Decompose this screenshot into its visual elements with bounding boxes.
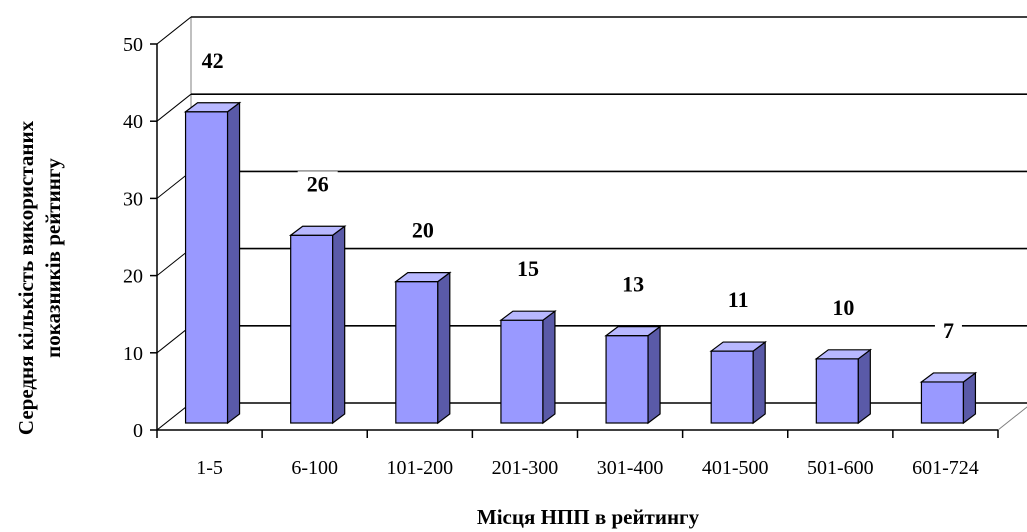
bar-top xyxy=(288,225,347,236)
x-tick-label: 401-500 xyxy=(702,457,769,479)
bar-top xyxy=(709,341,767,352)
bar-201-300 xyxy=(499,310,557,425)
bar-side xyxy=(752,340,766,425)
back-wall-top xyxy=(156,16,1027,45)
x-tick-label: 101-200 xyxy=(386,457,453,479)
x-tick-label: 1-5 xyxy=(196,457,223,479)
bar-side xyxy=(542,310,556,425)
bar xyxy=(395,281,439,424)
data-label-bg xyxy=(297,171,338,200)
data-label: 26 xyxy=(307,171,329,196)
data-label-bg xyxy=(613,271,654,300)
y-tick-label: 20 xyxy=(123,266,143,288)
bar-6-100 xyxy=(288,225,347,425)
data-label: 7 xyxy=(943,318,954,343)
y-axis-title-line2: показників рейтингу xyxy=(41,158,65,358)
y-tick-label: 50 xyxy=(123,34,143,56)
bar-side xyxy=(647,325,661,425)
bar xyxy=(815,358,859,424)
bar-top xyxy=(814,349,873,360)
gridline-side-40 xyxy=(156,93,192,122)
bar-top xyxy=(604,326,662,337)
data-label-bg xyxy=(507,256,548,285)
data-label-bg xyxy=(192,47,233,76)
y-axis-title-line1: Середня кількість використаних xyxy=(14,120,38,435)
gridlines xyxy=(156,16,1027,431)
y-tick-label: 0 xyxy=(133,420,143,442)
data-label: 10 xyxy=(832,295,854,320)
bar-side xyxy=(437,271,451,425)
bar-top xyxy=(183,102,242,113)
bar-side xyxy=(857,348,871,425)
bar xyxy=(710,350,754,424)
bar-top xyxy=(919,372,978,383)
bar-101-200 xyxy=(394,271,452,425)
y-tick-label: 30 xyxy=(123,188,143,210)
bar xyxy=(605,335,649,424)
x-tick-label: 601-724 xyxy=(912,457,979,479)
x-tick-label: 301-400 xyxy=(597,457,664,479)
data-label: 13 xyxy=(622,272,644,297)
data-labels: 42 26 20 15 13 11 10 7 xyxy=(192,47,962,346)
bar-601-724 xyxy=(919,371,978,425)
x-tick-label: 201-300 xyxy=(492,457,559,479)
bar xyxy=(500,319,544,424)
bar xyxy=(290,234,334,424)
bar-301-400 xyxy=(604,325,662,425)
x-tick-label: 501-600 xyxy=(807,457,874,479)
bar-side xyxy=(332,225,346,425)
y-tick-label: 10 xyxy=(123,343,143,365)
bar-top xyxy=(499,310,557,321)
bar xyxy=(920,381,965,424)
bar-1-5 xyxy=(183,101,242,425)
bar-501-600 xyxy=(814,348,873,425)
floor xyxy=(155,402,1027,431)
data-label-bg xyxy=(934,317,962,346)
chart-walls xyxy=(155,16,1027,431)
x-tick-label: 6-100 xyxy=(291,457,338,479)
y-tick-label: 40 xyxy=(123,111,143,133)
bar-side xyxy=(226,101,241,425)
tick-labels: 0 10 20 30 40 50 1-5 6-100 101-200 201-300 301-400… xyxy=(123,34,979,479)
bar-401-500 xyxy=(709,340,767,425)
data-label-bg xyxy=(718,287,759,316)
gridline-side-50 xyxy=(156,16,192,45)
axes xyxy=(150,43,999,438)
data-label: 42 xyxy=(202,48,224,73)
x-axis-title: Місця НПП в рейтингу xyxy=(477,505,700,529)
bar xyxy=(184,111,229,424)
bars xyxy=(183,101,978,425)
data-label: 15 xyxy=(517,256,539,281)
data-label: 20 xyxy=(412,218,434,243)
data-label-bg xyxy=(402,217,443,246)
bar-top xyxy=(394,272,452,283)
data-label-bg xyxy=(823,294,864,323)
data-label: 11 xyxy=(728,287,749,312)
